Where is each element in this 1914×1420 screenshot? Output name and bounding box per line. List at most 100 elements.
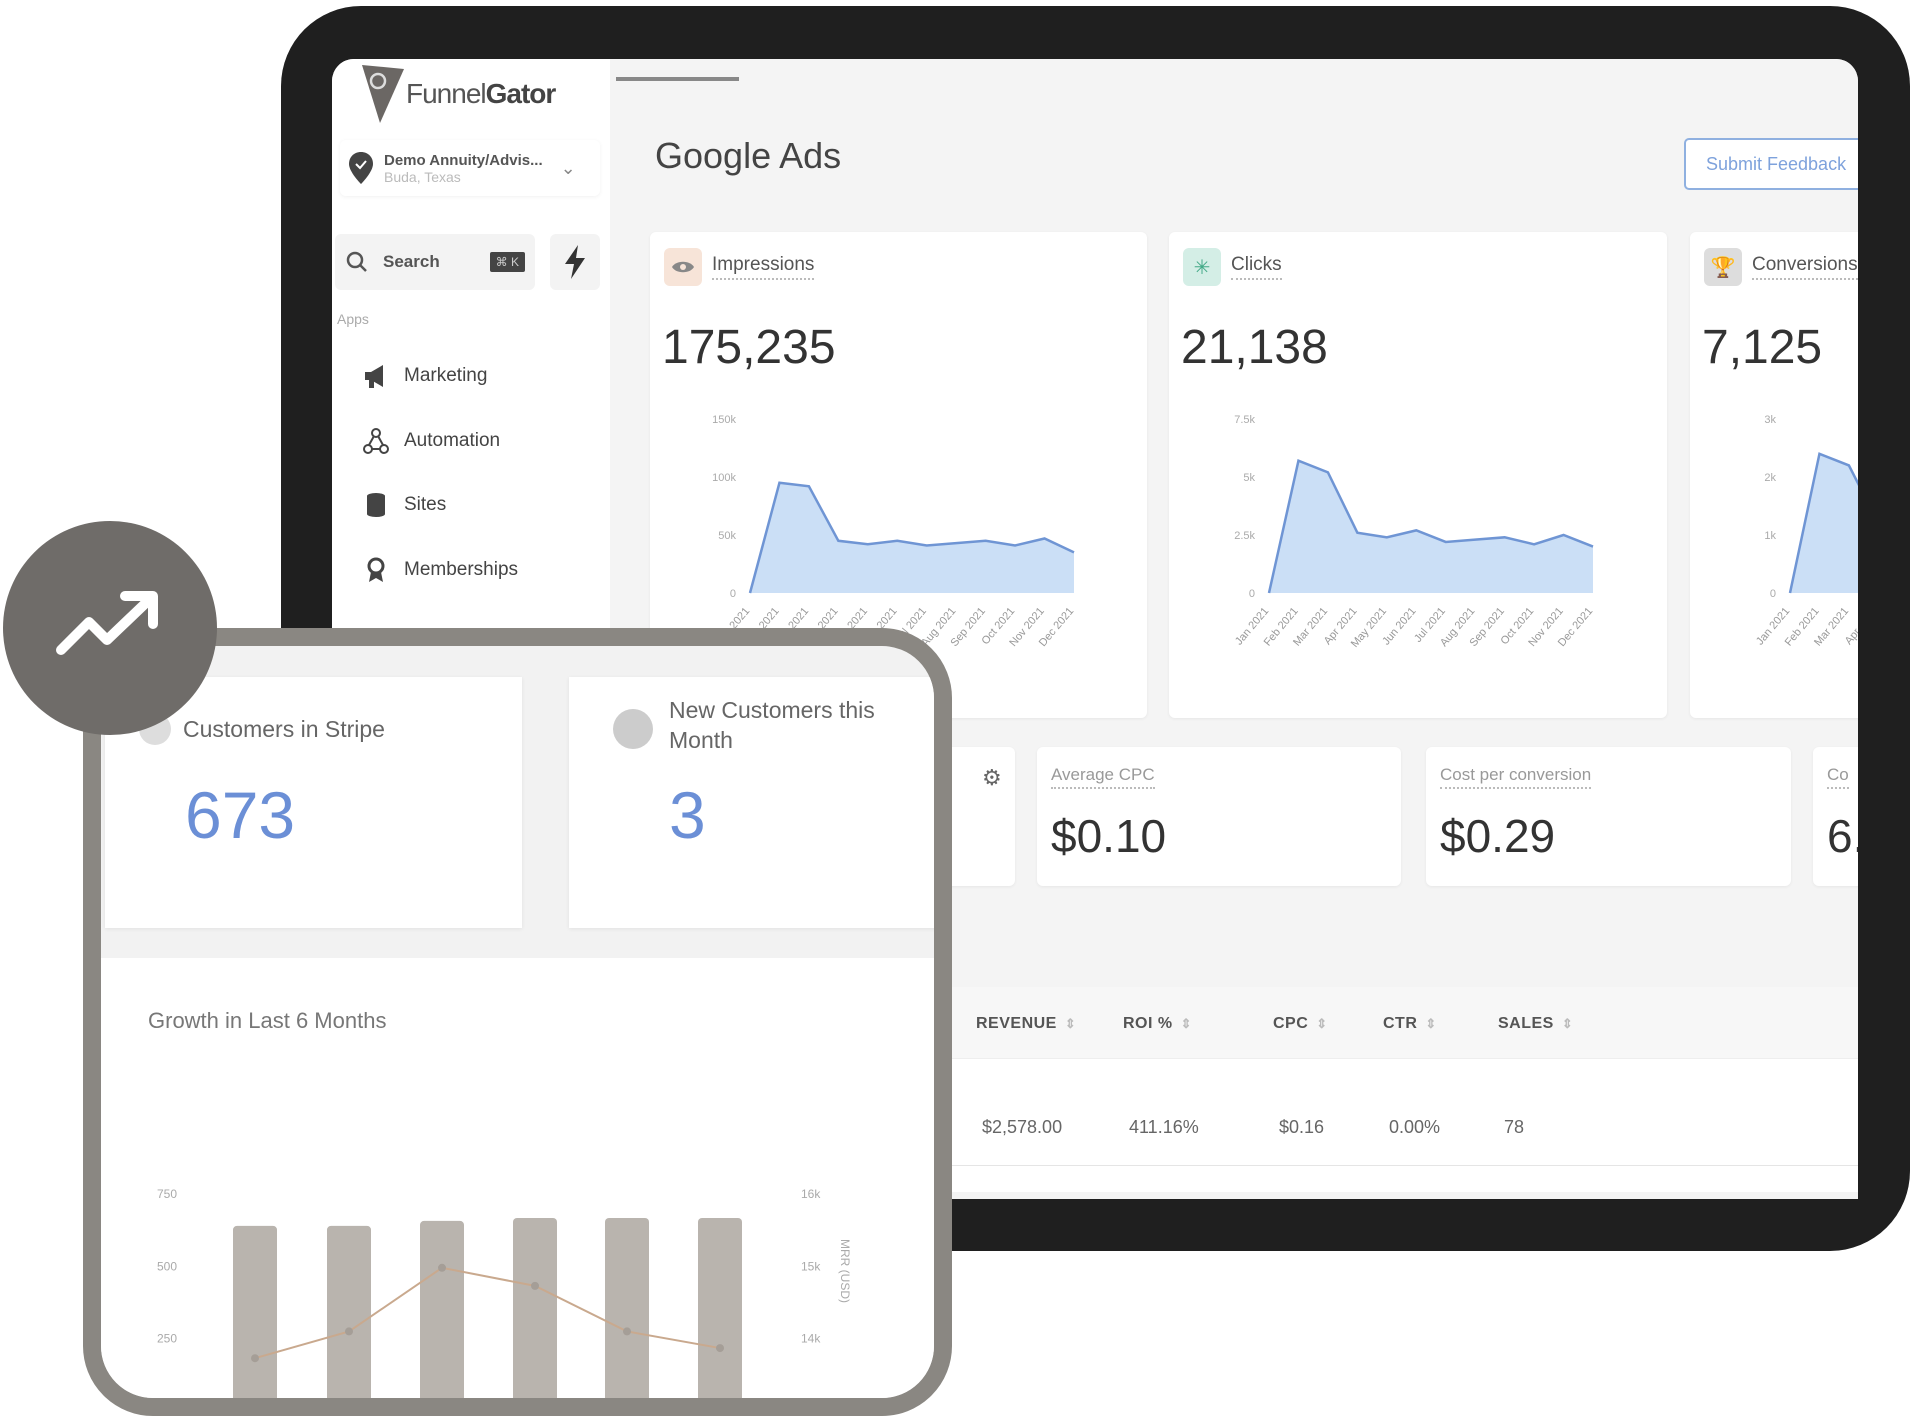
sidebar-item-automation[interactable]: Automation [362,427,500,455]
y-tick-label: 100k [712,472,736,484]
lightning-icon [565,245,585,279]
y-tick-label: 0 [1249,588,1255,600]
chevron-down-icon: ⌄ [560,157,576,178]
sort-icon[interactable]: ⇕ [1561,1016,1574,1031]
sort-icon[interactable]: ⇕ [1316,1016,1328,1031]
kpi-label: Co [1827,765,1849,789]
kpi-value: 6. [1827,810,1858,862]
y-tick-label: 250 [157,1332,177,1346]
y-tick-label: 3k [1764,414,1776,426]
y2-axis-label: MRR (USD) [838,1239,852,1303]
location-selector[interactable]: Demo Annuity/Advis... Buda, Texas ⌄ [340,140,600,196]
area-series [750,482,1074,593]
sidebar-item-memberships[interactable]: Memberships [362,556,518,584]
gear-icon[interactable]: ⚙ [982,765,1002,790]
column-header[interactable]: REVENUE ⇕ [976,1015,1076,1033]
sort-icon[interactable]: ⇕ [1064,1016,1077,1031]
quick-actions-button[interactable] [550,234,600,290]
mrr-point [531,1281,539,1290]
location-name: Demo Annuity/Advis... [384,151,543,169]
column-header-label: SALES [1498,1015,1554,1032]
trending-up-badge [3,521,217,735]
table-cell: 78 [1504,1117,1525,1137]
line-series [748,481,1075,594]
table-header [852,987,1858,1059]
column-header-label: CPC [1273,1015,1309,1032]
y2-tick-label: 13k [801,1404,821,1416]
column-header[interactable]: CTR ⇕ [1383,1015,1437,1033]
column-header[interactable]: SALES ⇕ [1498,1015,1573,1033]
y2-tick-label: 16k [801,1187,821,1201]
y2-tick-label: 14k [801,1332,821,1346]
location-city: Buda, Texas [384,168,461,185]
growth-title: Growth in Last 6 Months [148,1008,387,1033]
trending-up-icon [56,591,158,655]
new-customers-card: New Customers this Month 3 [569,677,934,928]
table-cell: $0.16 [1279,1117,1325,1137]
active-tab-indicator [616,77,739,81]
mrr-line [254,1266,721,1360]
y-tick-label: 150k [712,414,736,426]
mrr-point [716,1344,724,1353]
bar [420,1220,464,1398]
kpi-label: Conversions [1752,254,1858,280]
column-header-label: CTR [1383,1015,1418,1032]
kpi-value: 7,125 [1702,321,1823,374]
row-divider [852,1165,1858,1166]
submit-feedback-button[interactable]: Submit Feedback [1684,138,1858,190]
kpi-value: $0.10 [1051,810,1167,862]
new-customers-value: 3 [669,778,706,852]
kpi-card-conversions: 🏆 Conversions 7,125 0 1k 2k 3k Jan 2021 Feb 20… [1690,232,1858,718]
bar [327,1225,371,1398]
location-pin-icon [349,152,373,184]
table-cell: 411.16% [1129,1117,1199,1137]
search-icon [346,251,367,272]
cursor-click-icon: ✳ [1183,248,1221,286]
sidebar-item-sites[interactable]: Sites [362,491,446,519]
y-tick-label: 2.5k [1234,530,1255,542]
kpi-card-average-cpc: Average CPC $0.10 [1037,747,1401,886]
area-series [1790,453,1858,593]
y-tick-label: 0 [1770,588,1776,600]
sidebar-item-label: Sites [404,494,447,515]
logo-icon [362,65,404,123]
mrr-point [438,1263,446,1272]
brand-bold: Gator [485,78,557,109]
new-customers-icon [613,709,653,749]
sidebar-item-label: Automation [404,430,501,451]
new-customers-label: New Customers this Month [669,697,875,753]
y-tick-label: 5k [1243,472,1255,484]
bar [605,1218,649,1398]
table-cell: $2,578.00 [982,1117,1063,1137]
column-header[interactable]: ROI % ⇕ [1123,1015,1192,1033]
trophy-icon: 🏆 [1704,248,1742,286]
kpi-value: 21,138 [1181,321,1328,374]
y-tick-label: 750 [157,1187,177,1201]
kpi-label: Impressions [712,254,815,280]
kpi-card-cost-per-conversion: Cost per conversion $0.29 [1426,747,1791,886]
sort-icon[interactable]: ⇕ [1425,1016,1437,1031]
apps-section-label: Apps [337,311,369,327]
y-tick-label: 1k [1764,530,1776,542]
kpi-value: $0.29 [1440,810,1556,862]
y-tick-label: 2k [1764,472,1776,484]
sidebar-item-label: Memberships [404,559,519,580]
sidebar-item-marketing[interactable]: Marketing [362,362,487,390]
kpi-value: 175,235 [662,321,836,374]
customers-label: Customers in Stripe [183,715,385,742]
page-title: Google Ads [655,135,842,176]
column-header[interactable]: CPC ⇕ [1273,1015,1328,1033]
megaphone-icon [365,365,383,388]
search-shortcut: ⌘ K [489,252,525,272]
table-cell: 0.00% [1389,1117,1441,1137]
kpi-label: Cost per conversion [1440,765,1592,789]
sort-icon[interactable]: ⇕ [1180,1016,1193,1031]
search-button[interactable]: Search ⌘ K [335,234,535,290]
y-tick-label: 50k [718,530,736,542]
campaign-table: CLICKS⇕3,852COST⇕$627.00REVENUE⇕$2,578.0… [725,987,1858,1192]
workflow-icon [363,428,389,454]
